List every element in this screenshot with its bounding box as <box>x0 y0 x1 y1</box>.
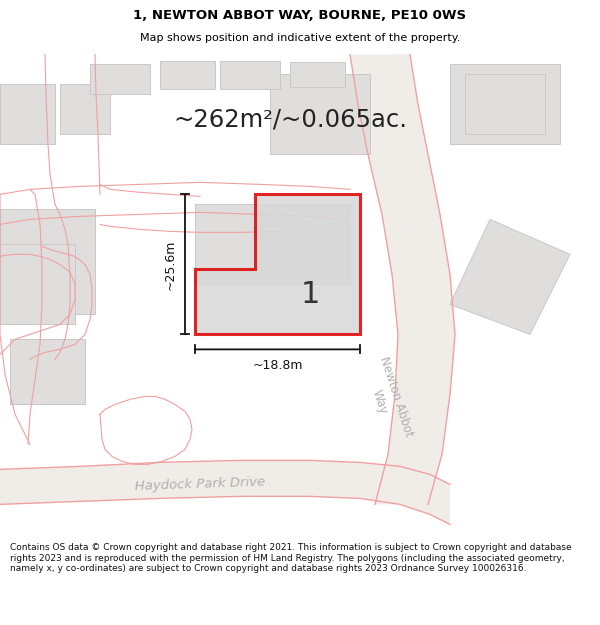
Text: Newton Abbot
Way: Newton Abbot Way <box>361 355 415 444</box>
Bar <box>90 64 150 94</box>
Polygon shape <box>195 194 360 334</box>
Polygon shape <box>450 64 560 144</box>
Bar <box>0 244 75 324</box>
Text: Map shows position and indicative extent of the property.: Map shows position and indicative extent… <box>140 32 460 43</box>
Text: 1, NEWTON ABBOT WAY, BOURNE, PE10 0WS: 1, NEWTON ABBOT WAY, BOURNE, PE10 0WS <box>133 9 467 22</box>
Bar <box>270 74 370 154</box>
Bar <box>220 61 280 89</box>
Bar <box>195 204 350 284</box>
Bar <box>0 209 95 314</box>
Text: Contains OS data © Crown copyright and database right 2021. This information is : Contains OS data © Crown copyright and d… <box>10 543 572 573</box>
Text: ~18.8m: ~18.8m <box>252 359 303 372</box>
Bar <box>290 62 345 88</box>
Text: 1: 1 <box>301 280 320 309</box>
Bar <box>60 84 110 134</box>
Bar <box>10 339 85 404</box>
Polygon shape <box>350 54 455 504</box>
Polygon shape <box>0 461 450 524</box>
Bar <box>0 84 55 144</box>
Text: Haydock Park Drive: Haydock Park Drive <box>134 476 265 493</box>
Bar <box>465 74 545 134</box>
Polygon shape <box>450 219 570 334</box>
Bar <box>160 61 215 89</box>
Text: ~262m²/~0.065ac.: ~262m²/~0.065ac. <box>173 107 407 131</box>
Text: ~25.6m: ~25.6m <box>164 239 177 289</box>
